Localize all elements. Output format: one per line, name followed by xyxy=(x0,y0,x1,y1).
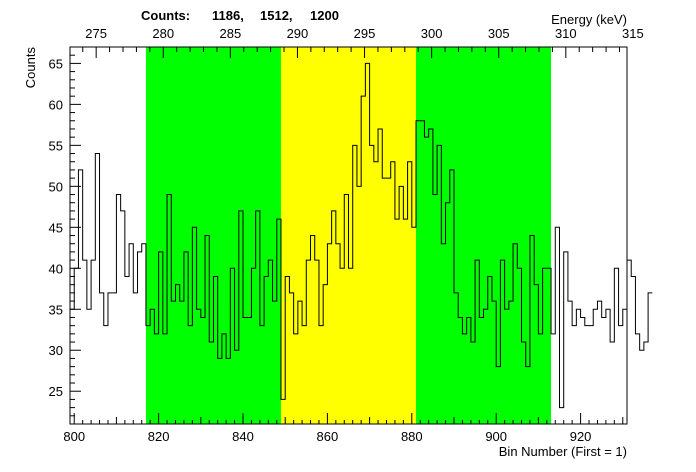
histogram-line xyxy=(70,62,653,409)
x-tick-label: 840 xyxy=(232,429,254,444)
axis-tick-labels: 800 820 840 860 880 900 920 25 30 35 40 45 50 55 60 65 2… xyxy=(49,26,644,444)
counts-value-peak: 1512, xyxy=(260,8,293,23)
y-tick-label: 40 xyxy=(49,261,63,276)
x-tick-label: 880 xyxy=(401,429,423,444)
x2-tick-label: 275 xyxy=(85,26,107,41)
x2-tick-label: 295 xyxy=(354,26,376,41)
y-tick-label: 45 xyxy=(49,220,63,235)
axis-ticks xyxy=(70,46,624,424)
x2-tick-label: 305 xyxy=(488,26,510,41)
y-tick-label: 65 xyxy=(49,56,63,71)
x2-tick-label: 310 xyxy=(555,26,577,41)
x-tick-label: 920 xyxy=(570,429,592,444)
region-band-left-background xyxy=(145,47,281,424)
y-tick-label: 55 xyxy=(49,138,63,153)
x2-tick-label: 285 xyxy=(219,26,241,41)
y-tick-label: 60 xyxy=(49,97,63,112)
x2-tick-label: 280 xyxy=(152,26,174,41)
y-tick-label: 30 xyxy=(49,343,63,358)
y-tick-label: 50 xyxy=(49,179,63,194)
x-tick-label: 800 xyxy=(63,429,85,444)
y-tick-label: 25 xyxy=(49,384,63,399)
x-tick-label: 860 xyxy=(317,429,339,444)
x2-tick-label: 300 xyxy=(421,26,443,41)
y-axis-title: Counts xyxy=(23,47,38,89)
x-tick-label: 820 xyxy=(148,429,170,444)
x2-tick-label: 290 xyxy=(287,26,309,41)
counts-value-right: 1200 xyxy=(310,8,339,23)
y-tick-label: 35 xyxy=(49,302,63,317)
counts-label: Counts: xyxy=(141,8,190,23)
x-tick-label: 900 xyxy=(485,429,507,444)
x2-axis-title: Energy (keV) xyxy=(551,12,627,27)
region-band-right-background xyxy=(416,47,552,424)
x-axis-title: Bin Number (First = 1) xyxy=(499,444,627,459)
counts-value-left: 1186, xyxy=(212,8,244,23)
x2-tick-label: 315 xyxy=(622,26,644,41)
